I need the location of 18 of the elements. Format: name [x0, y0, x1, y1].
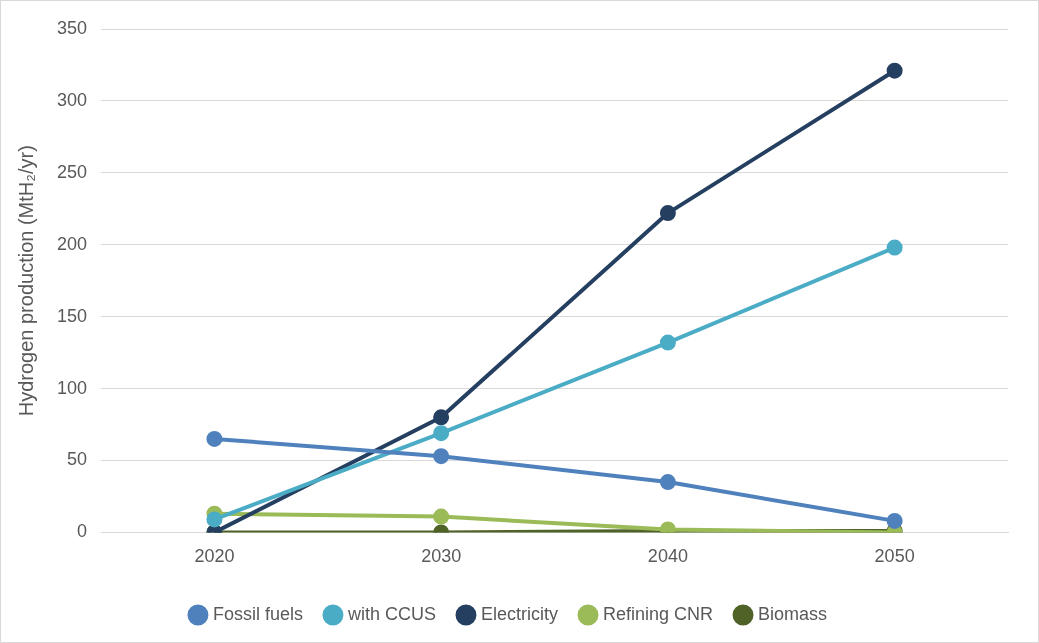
y-tick-label: 0 [77, 521, 88, 542]
legend-label: with CCUS [346, 603, 436, 624]
legend-label: Refining CNR [603, 603, 714, 624]
y-tick-label: 50 [67, 449, 88, 470]
y-axis-title: Hydrogen production (MtH₂/yr) [14, 145, 37, 417]
x-tick-label: 2040 [647, 546, 688, 567]
y-tick-label: 350 [56, 17, 88, 38]
x-tick-label: 2050 [874, 546, 915, 567]
x-tick-label: 2020 [194, 546, 235, 567]
y-tick-label: 100 [56, 377, 88, 398]
legend-label: Fossil fuels [212, 603, 303, 624]
y-tick-label: 200 [56, 233, 88, 254]
x-tick-label: 2030 [421, 546, 462, 567]
legend-label: Electricity [480, 603, 558, 624]
y-tick-label: 300 [56, 89, 88, 110]
y-tick-label: 150 [56, 305, 88, 326]
y-tick-label: 250 [56, 161, 88, 182]
legend-label: Biomass [758, 603, 828, 624]
